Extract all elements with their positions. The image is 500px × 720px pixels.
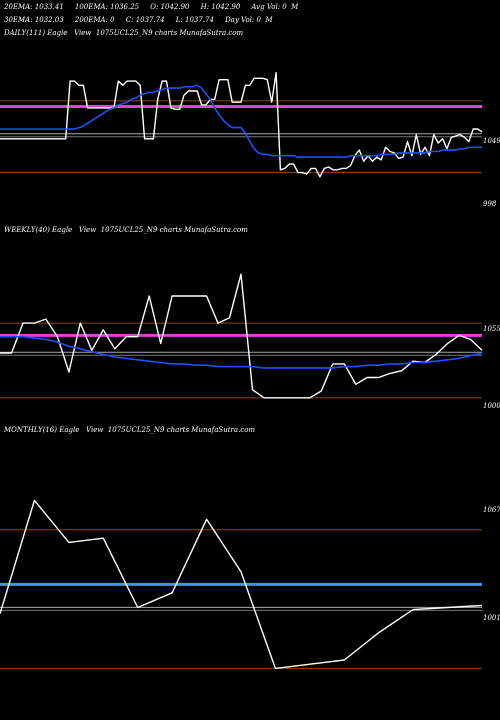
price-series-line: [0, 499, 483, 670]
daily-chart: [0, 71, 483, 178]
weekly-chart: [0, 273, 483, 399]
ema_blue-series-line: [0, 84, 482, 158]
monthly-axis-label-upper: 1067: [483, 506, 500, 514]
price-series-line: [0, 273, 483, 399]
daily-axis-label-upper: 1049: [483, 137, 500, 145]
price-series-line: [0, 71, 483, 178]
monthly-chart: [0, 499, 483, 670]
monthly-chart-label: MONTHLY(16) Eagle View 1075UCL25_N9 char…: [4, 426, 256, 434]
monthly-axis-label-lower: 1001: [483, 614, 500, 622]
header-line-1: 20EMA: 1033.41 100EMA: 1036.25 O: 1042.9…: [4, 3, 299, 11]
daily-chart-label: DAILY(111) Eagle View 1075UCL25_N9 chart…: [4, 29, 244, 37]
weekly-axis-label-lower: 1000: [483, 402, 500, 410]
ema_blue-series-line: [0, 335, 483, 369]
weekly-axis-label-upper: 1055: [483, 325, 500, 333]
weekly-chart-label: WEEKLY(40) Eagle View 1075UCL25_N9 chart…: [4, 226, 248, 234]
header-line-2: 30EMA: 1032.03 200EMA: 0 C: 1037.74 L: 1…: [4, 16, 273, 24]
daily-axis-label-lower: 998: [483, 200, 497, 208]
